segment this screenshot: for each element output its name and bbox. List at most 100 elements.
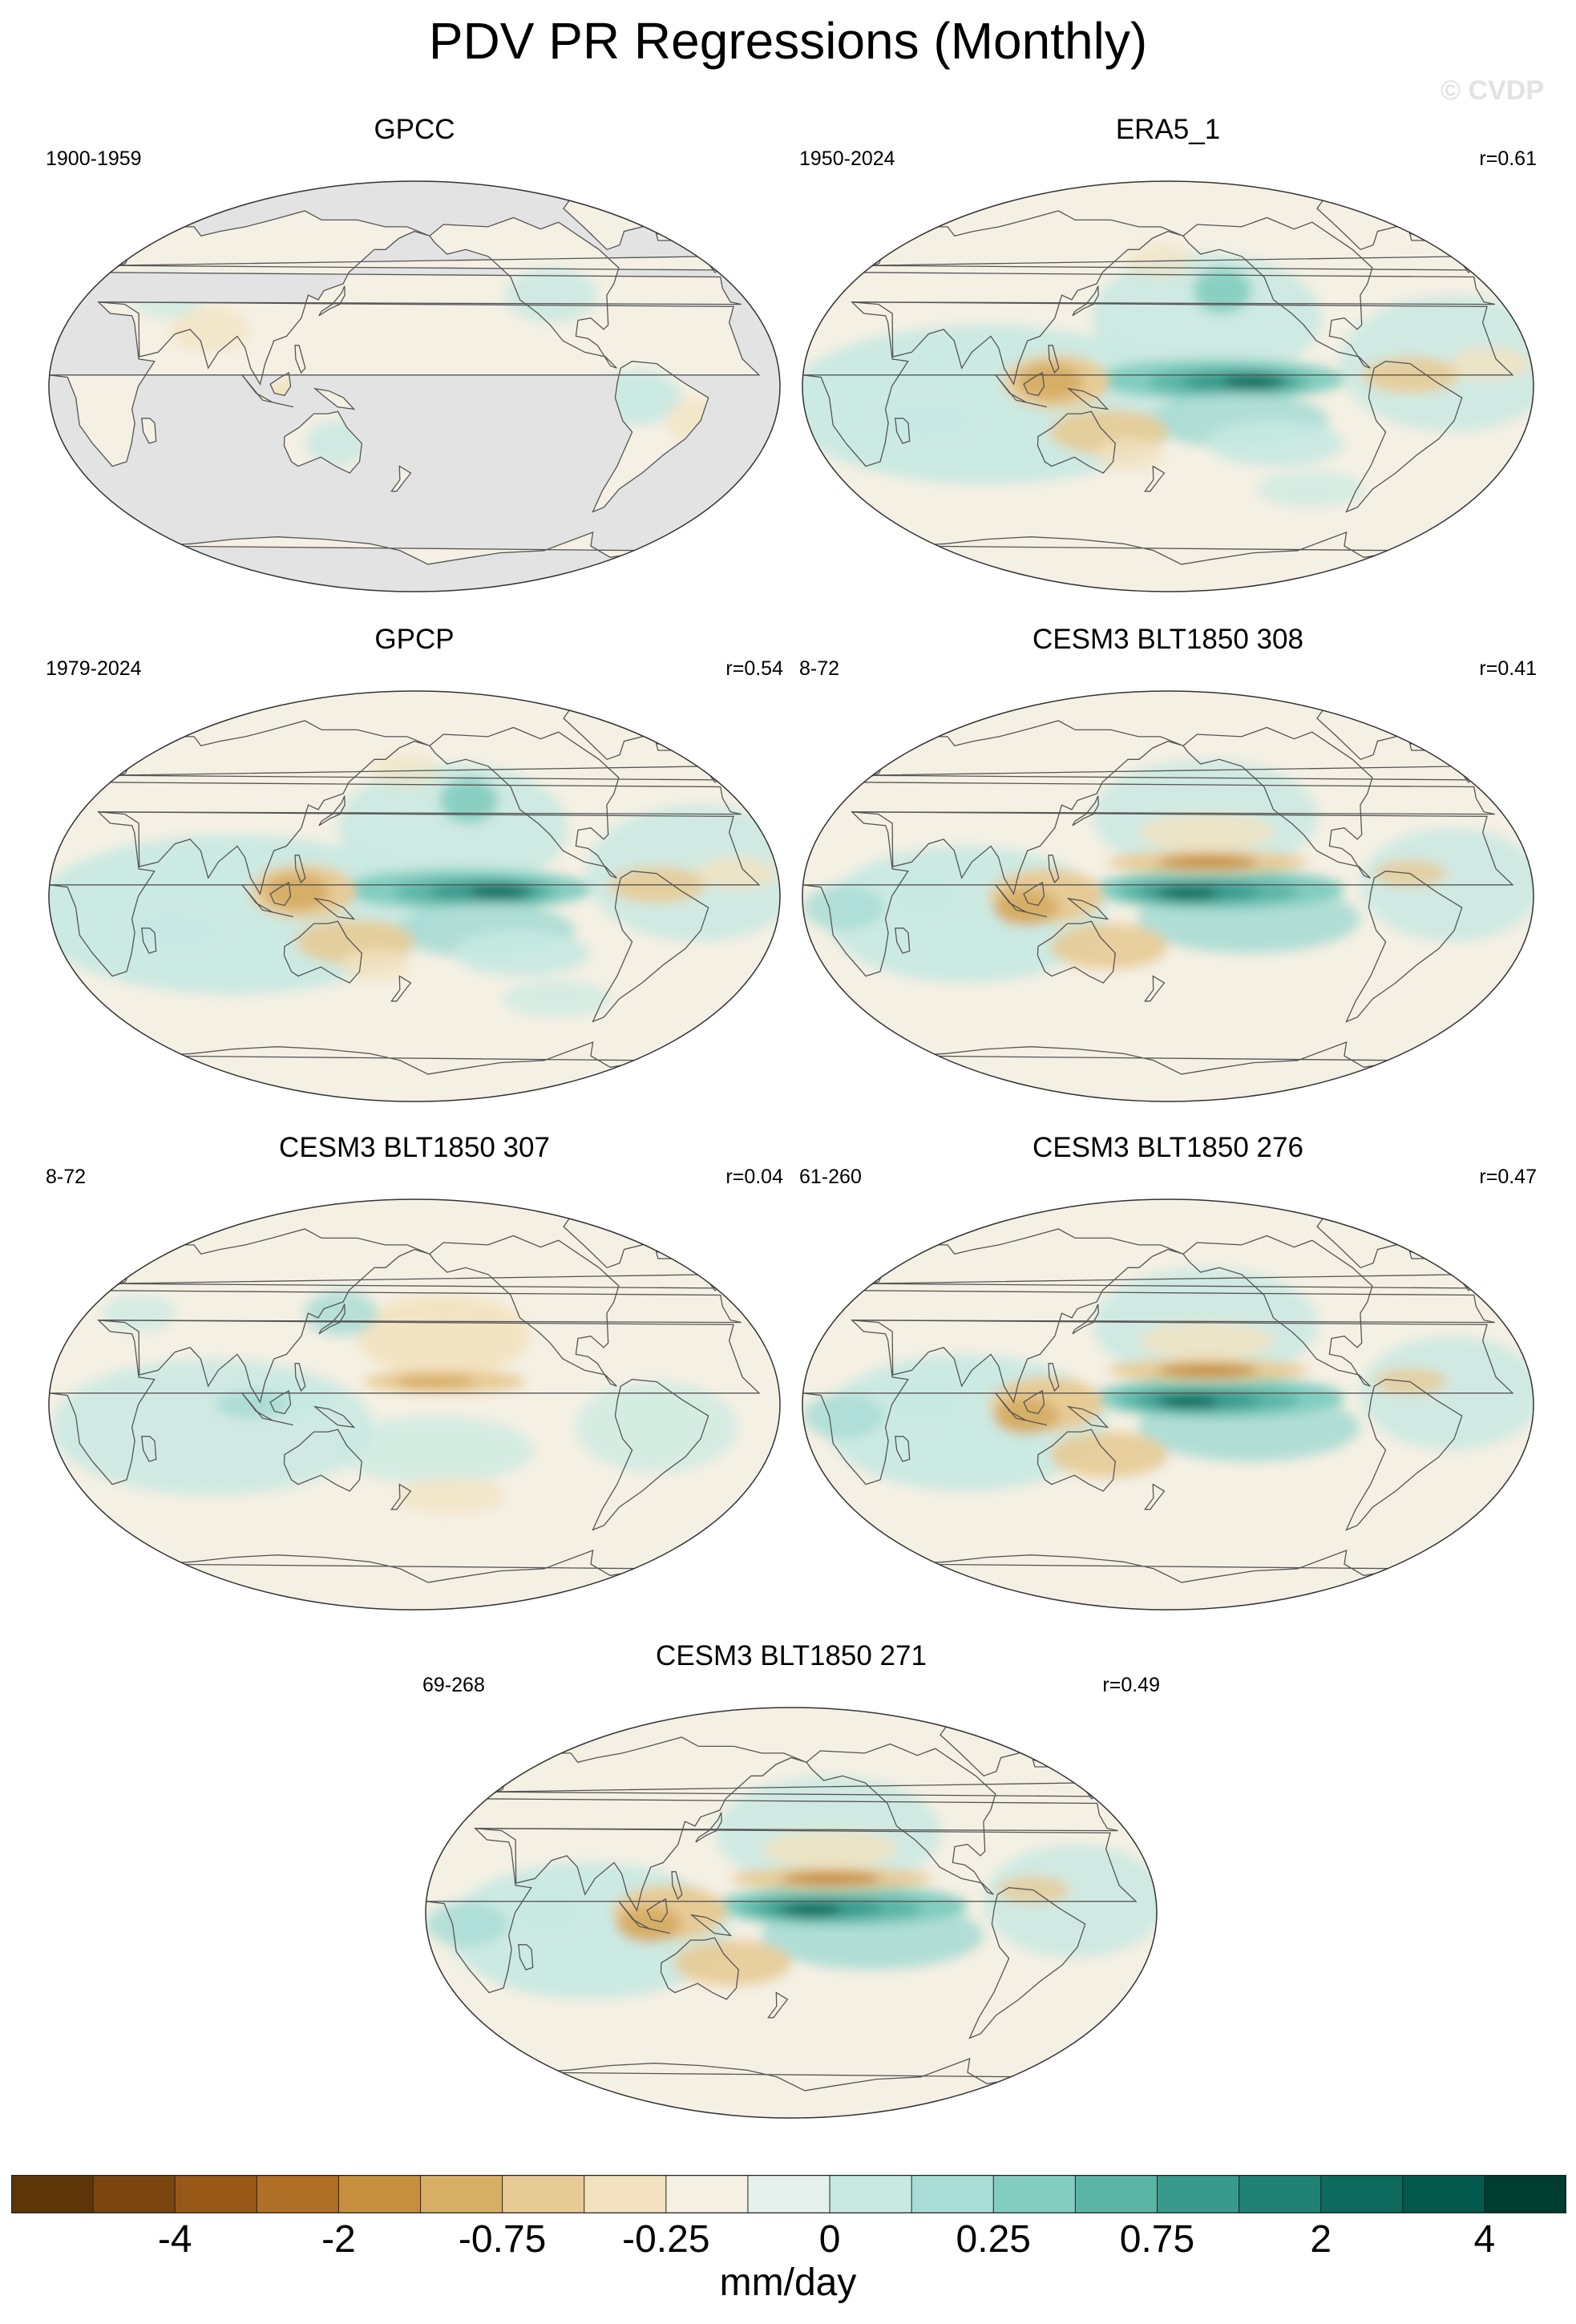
coastline-eurasia	[98, 1228, 742, 1404]
coastline-indonesia	[241, 884, 293, 918]
anomaly-field	[1193, 268, 1251, 313]
panel-correlation: r=0.61	[1479, 148, 1537, 170]
coastline-nz	[390, 1483, 412, 1510]
coastline-borneo	[1023, 371, 1045, 397]
coastline-madagascar	[895, 928, 911, 954]
coastline-borneo	[1023, 881, 1045, 907]
main-title: PDV PR Regressions (Monthly)	[428, 12, 1148, 70]
coastline-borneo	[646, 1898, 669, 1923]
colorbar-tick-labels: -4 -2 -0.75 -0.25 0 0.25 0.75 2 4	[11, 2217, 1566, 2265]
map-border	[802, 1198, 1534, 1611]
coastline-samerica	[592, 871, 709, 1023]
anomaly-field	[396, 1477, 507, 1514]
colorbar-swatch	[830, 2175, 912, 2213]
coastline-newguinea	[313, 897, 356, 920]
coastline-africa	[802, 811, 1514, 977]
panel-correlation: r=0.47	[1479, 1166, 1537, 1188]
colorbar-tick-label: 4	[1473, 2218, 1496, 2261]
anomaly-field	[887, 873, 961, 919]
coastline-australia	[283, 920, 362, 984]
coastline-japan	[318, 795, 346, 827]
map-border	[802, 180, 1534, 592]
anomaly-field	[335, 1416, 534, 1485]
coastline-newguinea	[313, 387, 356, 410]
panel-period: 8-72	[799, 657, 840, 680]
anomaly-field	[1138, 1322, 1275, 1360]
colorbar-swatch	[1157, 2175, 1240, 2213]
map-border	[48, 180, 781, 592]
colorbar-swatch	[584, 2175, 667, 2213]
anomaly-field	[511, 1890, 584, 1936]
panel-title: CESM3 BLT1850 276	[1032, 1132, 1303, 1163]
coastline-borneo	[1023, 1389, 1045, 1415]
panel-title: GPCP	[374, 624, 455, 655]
coastline-newguinea	[1066, 1405, 1109, 1429]
coastline-eurasia	[851, 720, 1495, 895]
anomaly-field	[585, 805, 780, 942]
coastline-africa	[802, 1320, 1514, 1485]
map-panel-cesm3-276: CESM3 BLT1850 276 61-260 r=0.47	[799, 1132, 1537, 1613]
anomaly-field	[666, 398, 723, 444]
anomaly-field	[1206, 420, 1344, 467]
colorbar-swatch	[665, 2175, 749, 2213]
colorbar-tick-label: 0	[818, 2218, 841, 2261]
coastline-africa	[49, 811, 761, 977]
panel-correlation: r=0.49	[1102, 1674, 1160, 1696]
colorbar-swatch	[93, 2175, 176, 2213]
coastline-nz	[1144, 465, 1166, 492]
map-border	[48, 690, 781, 1102]
colorbar-swatch	[1320, 2175, 1404, 2213]
coastline-indonesia	[241, 374, 293, 408]
coastline-australia	[660, 1937, 739, 2000]
coastline-samerica	[968, 1887, 1086, 2039]
coastline-philippines	[294, 345, 306, 374]
coastline-borneo	[269, 371, 292, 397]
coastline-eurasia	[851, 210, 1495, 386]
map-gpcc	[48, 180, 781, 592]
anomaly-field	[453, 930, 591, 976]
coastline-africa	[426, 1828, 1138, 1994]
panel-period: 1950-2024	[799, 148, 895, 170]
colorbar-tick-label: 0.75	[1119, 2218, 1195, 2261]
coastline-philippines	[671, 1871, 683, 1901]
coastline-eurasia	[98, 720, 742, 895]
map-cesm3-276	[802, 1198, 1534, 1611]
coastline-japan	[318, 1303, 346, 1335]
coastline-madagascar	[895, 1436, 911, 1462]
anomaly-field	[1158, 1363, 1259, 1377]
colorbar-swatch	[502, 2175, 585, 2213]
coastline-eurasia	[851, 1228, 1495, 1404]
coastline-philippines	[294, 855, 306, 884]
colorbar-tick-label: -0.25	[622, 2218, 710, 2261]
anomaly-field	[887, 1381, 961, 1428]
anomaly-field	[1158, 887, 1219, 901]
coastline-australia	[1037, 920, 1116, 984]
colorbar	[11, 2175, 1566, 2213]
panel-period: 1900-1959	[46, 148, 142, 170]
coastline-newguinea	[1066, 387, 1109, 410]
anomaly-field	[506, 268, 598, 323]
map-border	[425, 1707, 1158, 2119]
coastline-borneo	[269, 881, 292, 907]
coastline-africa	[802, 301, 1514, 467]
panel-correlation: r=0.41	[1479, 657, 1537, 680]
anomaly-field	[170, 306, 249, 353]
colorbar-swatch	[420, 2175, 503, 2213]
coastline-newguinea	[313, 1405, 356, 1429]
map-panel-cesm3-307: CESM3 BLT1850 307 8-72 r=0.04	[46, 1132, 783, 1613]
colorbar-swatch	[1402, 2175, 1485, 2213]
anomaly-field	[469, 884, 531, 899]
coastline-australia	[283, 1429, 362, 1492]
coastline-nz	[390, 465, 412, 492]
coastline-borneo	[269, 1389, 292, 1415]
coastline-newguinea	[1066, 897, 1109, 920]
coastline-antarctica	[148, 1041, 653, 1101]
anomaly-field	[781, 1871, 882, 1885]
coastline-antarctica	[148, 1550, 653, 1610]
coastline-philippines	[1048, 1363, 1060, 1392]
anomaly-field	[103, 1295, 177, 1332]
colorbar-frame	[11, 2175, 1566, 2213]
coastline-namerica	[429, 216, 620, 369]
panel-correlation: r=0.04	[725, 1166, 783, 1188]
colorbar-swatch	[1484, 2175, 1566, 2213]
